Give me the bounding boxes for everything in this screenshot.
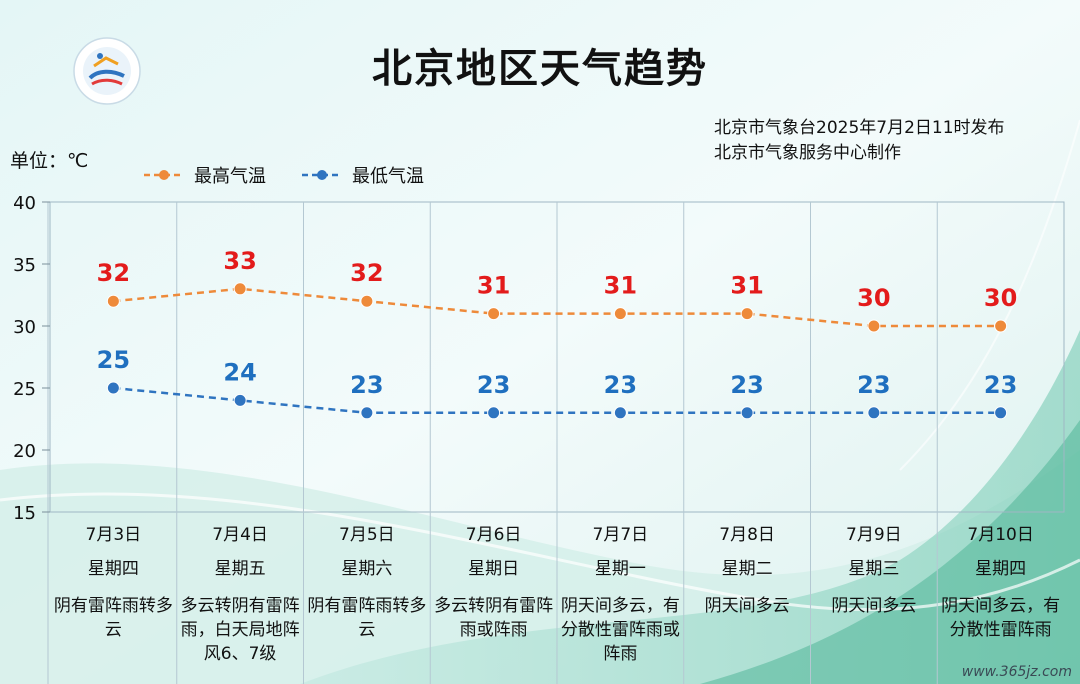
publisher-line-1: 北京市气象台2025年7月2日11时发布 [714,118,1005,138]
data-label-high: 33 [223,247,256,275]
day-weekday: 星期日 [468,559,520,579]
day-date: 7月3日 [85,525,142,545]
data-label-low: 23 [604,371,637,399]
day-weekday: 星期三 [848,559,900,579]
series-line-low [113,386,1001,415]
publisher-line-2: 北京市气象服务中心制作 [714,143,901,163]
day-description: 阴天间多云 [704,596,790,616]
data-point-low [867,406,881,420]
unit-label: 单位：℃ [10,150,89,172]
watermark: www.365jz.com [961,664,1072,680]
day-weekday: 星期五 [214,559,266,579]
data-point-high [487,307,501,321]
data-label-high: 31 [604,272,637,300]
day-date: 7月7日 [592,525,649,545]
day-description: 阴天间多云，有分散性雷阵雨 [941,596,1061,640]
y-tick-label: 30 [13,317,36,338]
day-column: 7月7日星期一阴天间多云，有分散性雷阵雨或阵雨 [557,518,684,666]
day-description: 阴天间多云 [831,596,917,616]
data-label-high: 31 [477,272,510,300]
data-point-low [233,393,247,407]
data-label-low: 23 [984,371,1017,399]
legend-low-label: 最低气温 [352,166,424,187]
data-point-high [867,319,881,333]
day-weekday: 星期四 [87,559,139,579]
data-label-high: 30 [857,284,890,312]
day-description: 阴天间多云，有分散性雷阵雨或阵雨 [560,596,680,664]
series-line-high [113,287,1001,328]
y-tick-label: 15 [13,503,36,524]
day-description: 阴有雷阵雨转多云 [53,596,173,640]
day-weekday: 星期一 [594,559,646,579]
day-date: 7月9日 [846,525,902,545]
day-description: 多云转阴有雷阵雨或阵雨 [434,596,554,640]
data-label-low: 23 [730,371,763,399]
day-column: 7月4日星期五多云转阴有雷阵雨，白天局地阵风6、7级 [177,518,304,666]
page-title: 北京地区天气趋势 [372,46,708,92]
day-date: 7月5日 [339,525,395,545]
data-point-low [360,406,374,420]
legend-high: 最高气温 [142,162,266,188]
legend-high-marker [144,170,184,180]
y-tick-label: 25 [13,379,36,400]
data-label-low: 23 [350,371,383,399]
data-point-high [994,319,1008,333]
y-tick-label: 20 [13,441,36,462]
day-description: 阴有雷阵雨转多云 [307,596,427,640]
data-label-high: 32 [97,259,130,287]
data-point-high [360,294,374,308]
day-weekday: 星期六 [341,559,393,579]
y-tick-label: 35 [13,255,36,276]
data-label-low: 23 [477,371,510,399]
day-column: 7月8日星期二阴天间多云 [684,518,811,618]
data-label-high: 32 [350,259,383,287]
data-label-low: 23 [857,371,890,399]
data-label-low: 24 [223,358,256,386]
data-point-low [106,381,120,395]
data-point-low [487,406,501,420]
legend-low-marker [302,170,342,180]
day-weekday: 星期二 [721,559,773,579]
day-column: 7月6日星期日多云转阴有雷阵雨或阵雨 [430,518,557,642]
day-description: 多云转阴有雷阵雨，白天局地阵风6、7级 [180,596,300,664]
day-column: 7月5日星期六阴有雷阵雨转多云 [304,518,431,642]
data-point-high [613,307,627,321]
day-column: 7月9日星期三阴天间多云 [811,518,938,618]
data-label-high: 30 [984,284,1017,312]
day-date: 7月8日 [719,525,775,545]
data-label-low: 25 [97,346,130,374]
data-point-high [740,307,754,321]
day-column: 7月10日星期四阴天间多云，有分散性雷阵雨 [937,518,1064,642]
y-tick-label: 40 [13,193,36,214]
data-point-high [106,294,120,308]
day-column: 7月3日星期四阴有雷阵雨转多云 [50,518,177,642]
day-date: 7月6日 [465,525,522,545]
day-date: 7月4日 [212,525,268,545]
meteorological-service-logo [73,37,141,105]
day-date: 7月10日 [967,525,1034,545]
publisher-info: 北京市气象台2025年7月2日11时发布 北京市气象服务中心制作 [714,116,1005,166]
legend-high-label: 最高气温 [194,166,266,187]
data-label-high: 31 [730,272,763,300]
data-point-low [994,406,1008,420]
day-weekday: 星期四 [975,559,1027,579]
data-point-low [613,406,627,420]
data-point-low [740,406,754,420]
data-point-high [233,282,247,296]
legend-low: 最低气温 [300,162,424,188]
